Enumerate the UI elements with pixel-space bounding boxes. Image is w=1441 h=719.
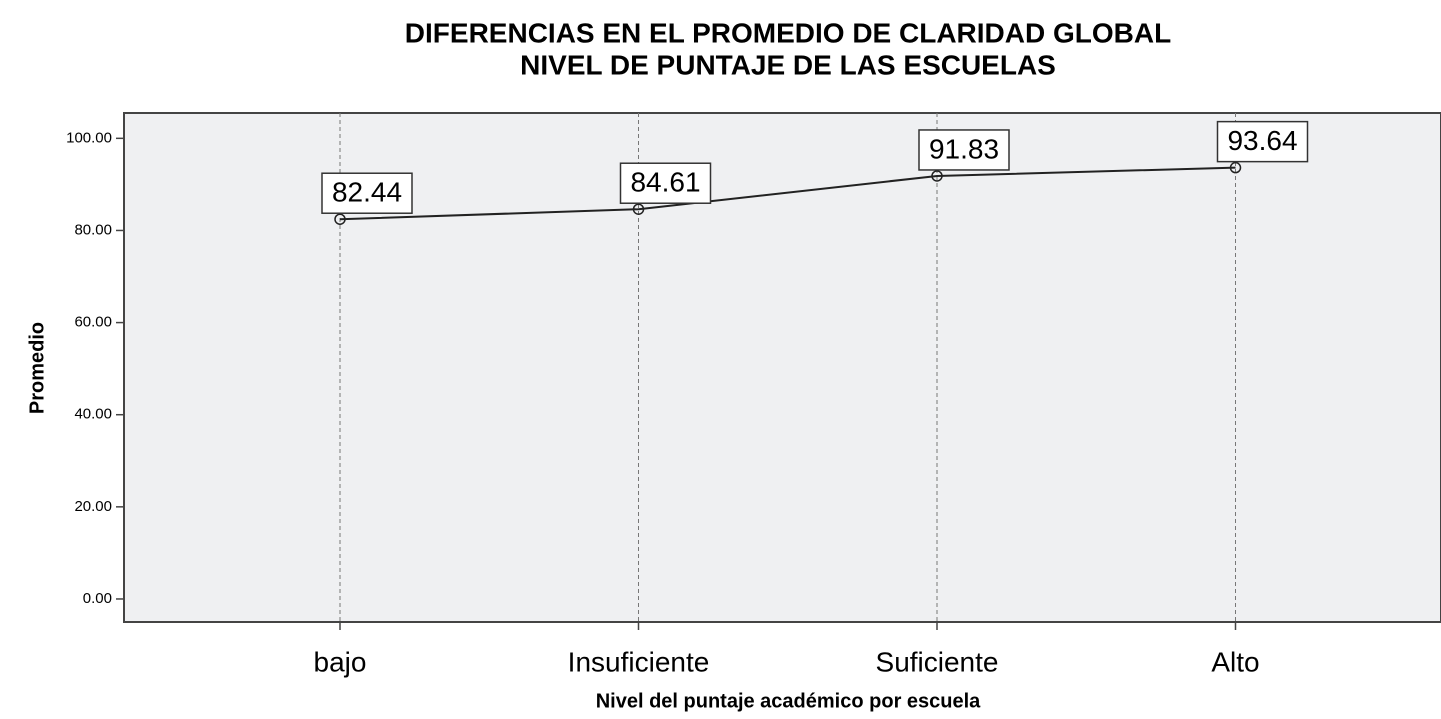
data-label: 93.64: [1227, 125, 1297, 156]
marker: [1229, 161, 1242, 174]
y-axis-label: Promedio: [26, 322, 48, 414]
x-tick-label: bajo: [314, 646, 367, 677]
chart-title: NIVEL DE PUNTAJE DE LAS ESCUELAS: [520, 49, 1056, 80]
x-axis-label: Nivel del puntaje académico por escuela: [596, 690, 981, 712]
y-tick-label: 100.00: [66, 129, 112, 146]
data-label: 82.44: [332, 177, 402, 208]
data-label-box: [1216, 120, 1309, 163]
data-label-box: [321, 172, 413, 214]
x-tick-label: Suficiente: [876, 646, 999, 677]
chart-title: DIFERENCIAS EN EL PROMEDIO DE CLARIDAD G…: [405, 17, 1171, 48]
data-label: 84.61: [630, 167, 700, 198]
line: [339, 166, 1236, 221]
y-tick-label: 60.00: [74, 314, 112, 331]
y-tick-label: 20.00: [74, 498, 112, 515]
y-tick-label: 80.00: [74, 221, 112, 238]
y-tick-label: 0.00: [83, 590, 112, 607]
marker: [632, 203, 645, 215]
data-label-box: [918, 129, 1010, 171]
marker: [334, 213, 346, 225]
x-tick-label: Alto: [1211, 646, 1259, 677]
data-label: 91.83: [929, 133, 999, 164]
marker: [931, 170, 943, 182]
x-tick-label: Insuficiente: [568, 646, 710, 677]
data-label-box: [619, 162, 712, 204]
y-tick-label: 40.00: [74, 406, 112, 423]
